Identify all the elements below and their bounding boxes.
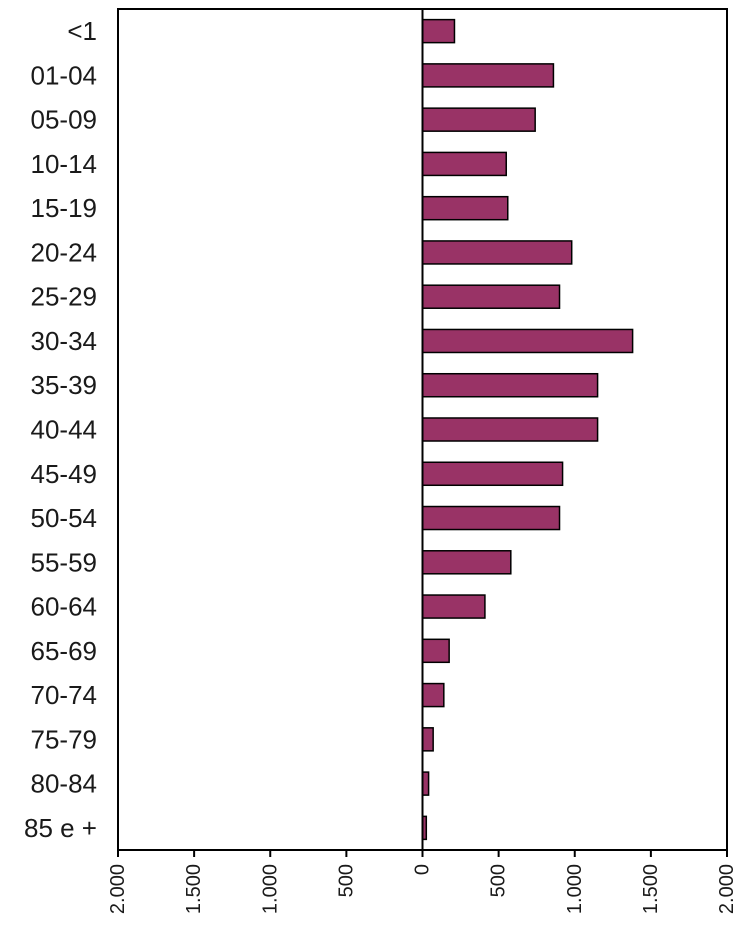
bar: [421, 195, 509, 221]
bar: [421, 151, 507, 177]
bar: [421, 594, 486, 619]
x-tick-label: 0: [412, 864, 434, 875]
x-tick-label: 1.500: [640, 864, 662, 914]
x-tick-label: 1.000: [564, 864, 586, 914]
category-label: 70-74: [31, 680, 98, 710]
category-label: 10-14: [31, 149, 98, 179]
bar: [421, 18, 456, 44]
bar: [421, 505, 561, 531]
x-tick-label: 1.500: [183, 864, 205, 914]
bar: [421, 550, 512, 575]
x-tick-label: 500: [335, 864, 357, 897]
category-label: 15-19: [31, 193, 98, 223]
category-label: 75-79: [31, 724, 98, 754]
bar: [421, 461, 564, 487]
category-label: 20-24: [31, 237, 98, 267]
x-tick-label: 2.000: [107, 864, 129, 914]
bar: [421, 638, 450, 664]
bar: [421, 328, 634, 354]
category-label: 01-04: [31, 60, 98, 90]
category-label: 30-34: [31, 326, 98, 356]
category-label: 50-54: [31, 503, 98, 533]
bar: [421, 417, 599, 442]
category-label: 65-69: [31, 636, 98, 666]
bar: [421, 727, 434, 752]
bar: [421, 372, 599, 398]
category-label: 05-09: [31, 105, 98, 135]
category-label: 40-44: [31, 415, 98, 445]
bar: [421, 240, 573, 265]
category-label: 25-29: [31, 282, 98, 312]
bar: [421, 682, 445, 708]
category-label: 45-49: [31, 459, 98, 489]
category-labels: <1 01-04 05-09 10-14 15-19 20-24 25-29 30-34 35-…: [24, 16, 97, 843]
category-label: 55-59: [31, 547, 98, 577]
category-label: 85 e +: [24, 813, 97, 843]
x-tick-label: 500: [488, 864, 510, 897]
category-label: <1: [67, 16, 97, 46]
x-tick-label: 1.000: [259, 864, 281, 914]
category-label: 80-84: [31, 769, 98, 799]
category-label: 60-64: [31, 592, 98, 622]
bar: [421, 284, 561, 309]
bar: [421, 107, 536, 132]
category-label: 35-39: [31, 370, 98, 400]
bars-group: [421, 18, 634, 841]
x-axis-ticks: 2.000 1.500 1.000 500 0 500 1.000 1.500 2.000: [107, 850, 738, 914]
bar: [421, 63, 555, 88]
x-tick-label: 2.000: [716, 864, 738, 914]
